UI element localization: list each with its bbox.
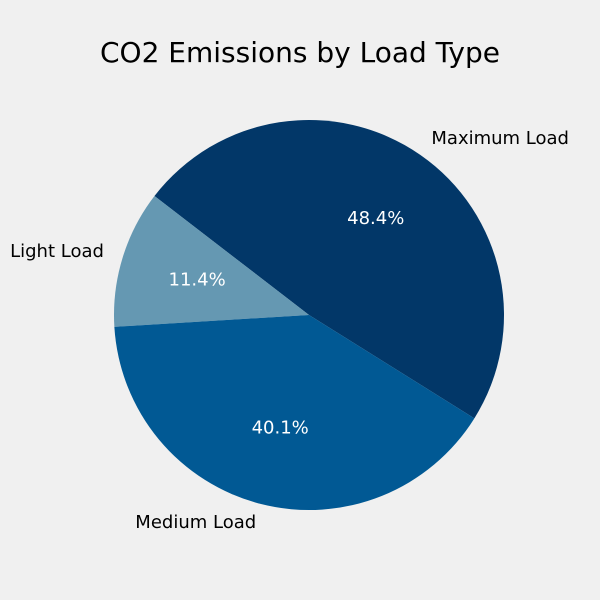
category-label-light-load: Light Load — [10, 241, 104, 262]
pie-slice-light-load — [114, 196, 309, 327]
pie-slice-medium-load — [114, 315, 475, 511]
pie-slice-maximum-load — [154, 119, 505, 419]
pct-label-maximum-load: 48.4% — [347, 208, 404, 229]
pie-labels: 48.4% Maximum Load 11.4% Light Load 40.1% Med… — [10, 128, 569, 533]
pct-label-medium-load: 40.1% — [252, 417, 309, 438]
category-label-medium-load: Medium Load — [135, 512, 256, 533]
pie-slices — [114, 119, 505, 511]
chart-title: CO2 Emissions by Load Type — [100, 36, 500, 69]
category-label-maximum-load: Maximum Load — [431, 128, 569, 149]
pct-label-light-load: 11.4% — [169, 270, 226, 291]
